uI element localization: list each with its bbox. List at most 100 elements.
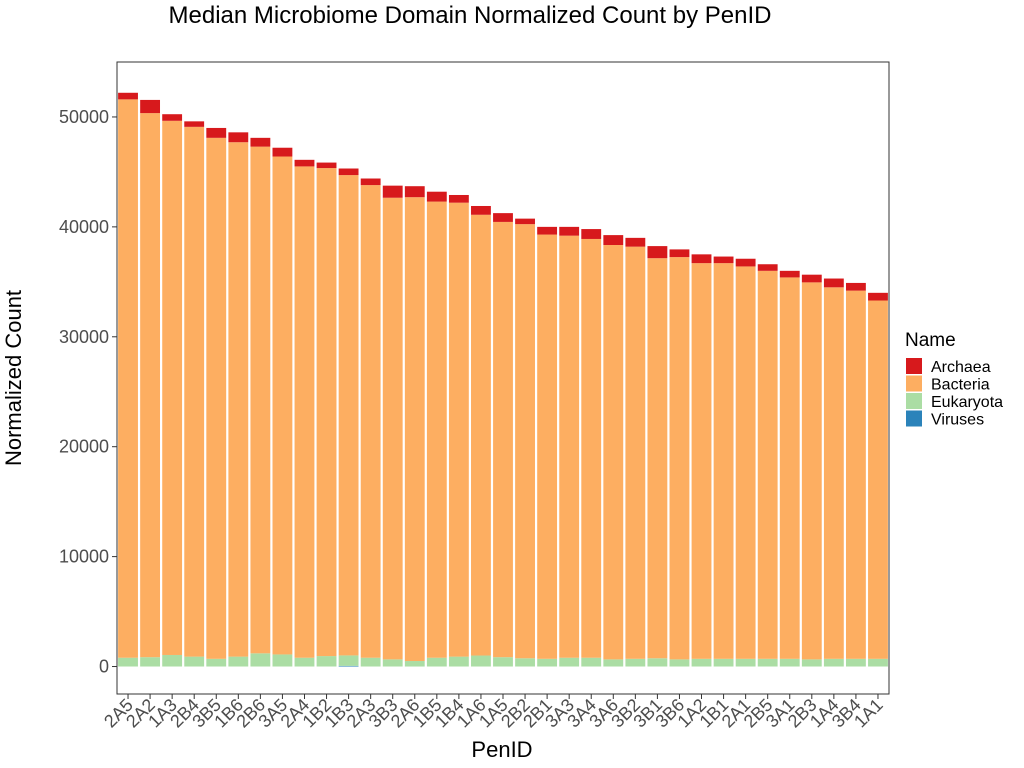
bar-3B5-archaea [206, 127, 227, 138]
x-axis: 2A52A21A32B43B51B62B63A52A41B21B32A33B32… [100, 694, 887, 731]
bar-1B1-eukaryota [713, 658, 734, 667]
bar-2B4-eukaryota [184, 656, 205, 667]
x-axis-title: PenID [471, 737, 532, 762]
bar-2A5-archaea [118, 92, 138, 100]
bar-3B4-archaea [845, 282, 866, 291]
bar-1A6-bacteria [471, 214, 491, 656]
bar-2B2-bacteria [515, 224, 535, 659]
bar-1B5-eukaryota [426, 657, 447, 667]
legend-label-archaea: Archaea [931, 359, 991, 376]
bar-2A3-eukaryota [360, 657, 381, 667]
bar-1A4-archaea [823, 278, 844, 288]
bar-1B5-bacteria [426, 201, 447, 658]
bar-3A1-eukaryota [779, 658, 800, 667]
bar-2B1-archaea [537, 226, 558, 235]
bar-2B5-eukaryota [757, 658, 778, 667]
bar-3B4-bacteria [845, 290, 866, 659]
bar-1A4-eukaryota [823, 658, 844, 667]
bar-3A6-bacteria [603, 245, 624, 660]
bar-1B3-viruses [338, 665, 359, 667]
bar-3B6-eukaryota [669, 659, 690, 667]
bar-3A5-eukaryota [272, 654, 293, 667]
bars-layer [118, 92, 888, 667]
bar-2A5-eukaryota [118, 657, 138, 667]
bar-3A1-archaea [779, 270, 800, 278]
bar-2B3-archaea [801, 274, 822, 283]
bar-1B4-bacteria [448, 202, 469, 657]
bar-3A6-eukaryota [603, 659, 624, 667]
bar-1A3-archaea [162, 114, 183, 121]
bar-1B6-bacteria [228, 142, 249, 657]
y-tick-label: 30000 [59, 327, 109, 347]
bar-3B3-archaea [382, 185, 403, 198]
bar-1A4-bacteria [823, 287, 844, 659]
bar-1B5-archaea [426, 191, 447, 202]
bar-2B3-eukaryota [801, 659, 822, 667]
bar-1A2-bacteria [691, 263, 712, 659]
bar-3B3-eukaryota [382, 659, 403, 667]
bar-2A6-archaea [404, 186, 425, 198]
bar-2B6-eukaryota [250, 653, 271, 667]
bar-2A2-archaea [140, 99, 161, 114]
bar-1A6-archaea [471, 205, 491, 215]
legend-title: Name [905, 330, 956, 351]
bar-3B5-bacteria [206, 137, 227, 659]
y-tick-label: 0 [99, 657, 109, 677]
bar-1B2-archaea [316, 162, 337, 169]
bar-2A3-bacteria [360, 185, 381, 658]
bar-3B1-eukaryota [647, 658, 668, 667]
bar-3A4-archaea [581, 229, 602, 239]
bar-2A6-eukaryota [404, 661, 425, 667]
bar-2A2-bacteria [140, 113, 161, 658]
bar-3B1-bacteria [647, 258, 668, 659]
bar-1A5-bacteria [493, 221, 513, 658]
bar-2A1-eukaryota [735, 658, 756, 667]
bar-3B2-bacteria [625, 246, 646, 659]
bar-1A5-archaea [493, 213, 513, 222]
legend-label-viruses: Viruses [931, 412, 984, 429]
legend-swatch-viruses [906, 410, 922, 427]
bar-1B3-eukaryota [338, 655, 359, 666]
bar-3B3-bacteria [382, 197, 403, 660]
bar-2A1-bacteria [735, 266, 756, 659]
bar-2B1-eukaryota [537, 658, 558, 667]
bar-3B5-eukaryota [206, 658, 227, 667]
bar-2B2-eukaryota [515, 658, 535, 667]
bar-1B6-archaea [228, 132, 249, 143]
bar-2A5-bacteria [118, 99, 138, 658]
chart-title: Median Microbiome Domain Normalized Coun… [169, 2, 772, 29]
bar-2A1-archaea [735, 258, 756, 267]
bar-3B4-eukaryota [845, 658, 866, 667]
bar-3B2-archaea [625, 237, 646, 247]
bar-2B4-bacteria [184, 126, 205, 657]
bar-2B6-archaea [250, 137, 271, 147]
bar-1B1-bacteria [713, 263, 734, 659]
bar-3B1-archaea [647, 246, 668, 259]
bar-1B6-eukaryota [228, 656, 249, 667]
y-axis-title: Normalized Count [1, 290, 26, 466]
bar-1A3-bacteria [162, 120, 183, 655]
bar-3A4-bacteria [581, 238, 602, 658]
bar-2B5-archaea [757, 264, 778, 271]
y-tick-label: 50000 [59, 107, 109, 127]
bar-1A2-eukaryota [691, 658, 712, 667]
bar-1B3-archaea [338, 168, 359, 176]
bar-3A6-archaea [603, 235, 624, 245]
bar-1A6-eukaryota [471, 655, 491, 667]
bar-3A5-bacteria [272, 156, 293, 655]
bar-1B3-bacteria [338, 175, 359, 656]
legend-swatch-archaea [906, 358, 922, 374]
bar-2A6-bacteria [404, 197, 425, 662]
bar-1A5-eukaryota [493, 657, 513, 667]
bar-1B2-bacteria [316, 168, 337, 657]
bar-2B1-bacteria [537, 234, 558, 659]
bar-2A4-bacteria [294, 166, 315, 658]
bar-1B2-eukaryota [316, 656, 337, 667]
legend-label-eukaryota: Eukaryota [931, 394, 1003, 411]
y-tick-label: 40000 [59, 217, 109, 237]
bar-2B3-bacteria [801, 282, 822, 660]
bar-2A2-eukaryota [140, 657, 161, 667]
y-tick-label: 10000 [59, 547, 109, 567]
